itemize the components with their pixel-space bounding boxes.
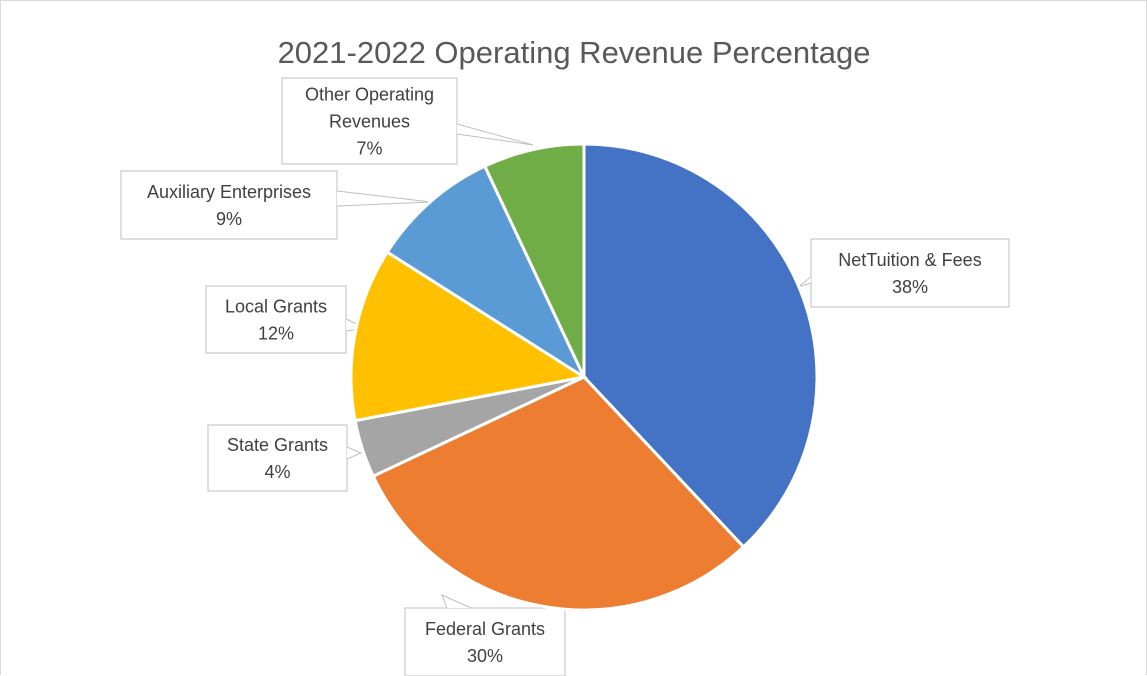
chart-title: 2021-2022 Operating Revenue Percentage <box>278 35 871 70</box>
data-label-category: State Grants <box>227 435 328 455</box>
data-label-callout: NetTuition & Fees 38% <box>797 238 1010 308</box>
data-label-box <box>404 607 566 676</box>
pie-slice-other-operating-revenues <box>482 142 586 378</box>
data-label-pointer <box>797 276 812 288</box>
data-label-category: NetTuition & Fees <box>838 250 981 270</box>
data-label-value: 4% <box>264 462 290 482</box>
data-label-value: 12% <box>258 324 294 344</box>
data-label-callout: State Grants 4% <box>207 424 363 492</box>
data-label-box <box>120 170 338 240</box>
data-label-value: 30% <box>467 646 503 666</box>
data-label-callout: Auxiliary Enterprises 9% <box>120 170 432 240</box>
data-label-category: Local Grants <box>225 297 327 317</box>
data-label-callout: Local Grants 12% <box>205 285 367 354</box>
pie-slice-local-grants <box>349 250 589 423</box>
pie-slice-federal-grants <box>371 375 746 612</box>
pie-slice-nettuition-fees <box>582 142 819 549</box>
data-label-category: Federal Grants <box>425 619 545 639</box>
data-label-box <box>281 77 458 165</box>
data-label-pointer <box>346 446 363 460</box>
data-label-value: 38% <box>892 277 928 297</box>
data-label-callout: Other Operating Revenues 7% <box>281 77 534 165</box>
pie-slice-auxiliary-enterprises <box>385 164 588 382</box>
data-label-pointer <box>336 190 432 207</box>
data-label-callout: Federal Grants 30% <box>404 594 566 676</box>
data-label-box <box>810 238 1010 308</box>
data-label-pointer <box>456 123 534 146</box>
data-label-category: Auxiliary Enterprises <box>147 182 311 202</box>
data-label-value: 9% <box>216 209 242 229</box>
data-label-category: Other Operating <box>305 85 434 105</box>
data-label-category: Revenues <box>329 112 410 132</box>
data-label-value: 7% <box>356 139 382 159</box>
data-label-pointer <box>441 594 472 609</box>
